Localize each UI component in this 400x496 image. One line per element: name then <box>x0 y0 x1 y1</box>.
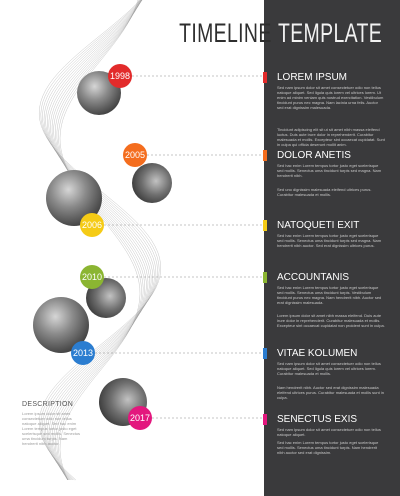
description-block: DESCRIPTION Lorem ipsum dolor sit amet c… <box>22 400 84 456</box>
event-paragraph: Sed hac enim Lorem tempus tortor justo e… <box>277 285 382 305</box>
event-paragraph: Sed hac enim Lorem tempus tortor justo e… <box>277 163 382 178</box>
wave-line <box>39 0 161 481</box>
event-heading: LOREM IPSUM <box>277 72 348 83</box>
accent-bar <box>263 272 267 283</box>
event-heading: ACCOUNTANIS <box>277 272 350 283</box>
event-heading: DOLOR ANETIS <box>277 150 351 161</box>
accent-bar <box>263 72 267 83</box>
year-label: 1998 <box>110 71 130 81</box>
title-template: TEMPLATE <box>278 18 383 48</box>
year-markers: 1998 2005 2006 2010 2013 2017 <box>71 64 152 430</box>
event-paragraph: Sed hac enim Lorem tempus tortor justo e… <box>277 233 382 248</box>
wave-line <box>43 0 157 481</box>
event-heading: VITAE KOLUMEN <box>277 348 358 359</box>
event-paragraph: Sed uno dignissim malesuada eleifend ult… <box>277 187 372 197</box>
event-paragraph: Sed nam ipsum dolor sit amet consectetue… <box>277 361 381 376</box>
description-text: Lorem ipsum dolor sit amet consectetuer … <box>22 411 81 446</box>
photo-circle <box>46 170 102 226</box>
accent-bar <box>263 150 267 161</box>
accent-bar <box>263 414 267 425</box>
wave-line <box>47 0 153 481</box>
wave-line <box>50 0 150 481</box>
wave-lines <box>39 0 161 481</box>
year-label: 2010 <box>82 272 102 282</box>
event-paragraph: Lorem ipsum dolor sit amet nibh massa el… <box>277 313 385 328</box>
wave-line <box>51 0 149 481</box>
wave-line <box>40 0 160 481</box>
title-timeline: TIMELINE <box>179 18 272 48</box>
year-label: 2005 <box>125 150 145 160</box>
wave-line <box>53 0 147 481</box>
year-label: 2006 <box>82 220 102 230</box>
wave-line <box>48 0 152 481</box>
year-label: 2017 <box>130 413 150 423</box>
connector-lines <box>95 75 262 419</box>
accent-bar <box>263 348 267 359</box>
year-marker <box>128 406 152 430</box>
wave-line <box>42 0 158 481</box>
photo-circles <box>33 71 172 426</box>
year-marker <box>80 213 104 237</box>
year-marker <box>80 265 104 289</box>
event-paragraph: Nam hendrerit nibh. Auctor sed erat dign… <box>277 385 384 400</box>
event-paragraph: Tincidunt adipiscing elit sit ut sit ame… <box>277 127 385 147</box>
dark-right-panel <box>264 0 400 496</box>
wave-line <box>45 0 155 481</box>
photo-circle <box>132 163 172 203</box>
photo-circle <box>33 297 89 353</box>
accent-bar <box>263 220 267 231</box>
event-paragraph: Sed nam ipsum dolor sit amet consectetue… <box>277 85 384 110</box>
year-marker <box>108 64 132 88</box>
event-paragraph: Sed hac enim Lorem tempus tortor justo e… <box>277 440 379 455</box>
event-heading: NATOQUETI EXIT <box>277 220 360 231</box>
event-paragraph: Sed nam ipsum dolor sit amet consectetue… <box>277 427 381 437</box>
wave-line <box>56 0 144 481</box>
wave-line <box>55 0 145 481</box>
description-title: DESCRIPTION <box>22 401 74 408</box>
year-marker <box>123 143 147 167</box>
event-heading: SENECTUS EXIS <box>277 414 358 425</box>
year-marker <box>71 341 95 365</box>
year-label: 2013 <box>73 348 93 358</box>
